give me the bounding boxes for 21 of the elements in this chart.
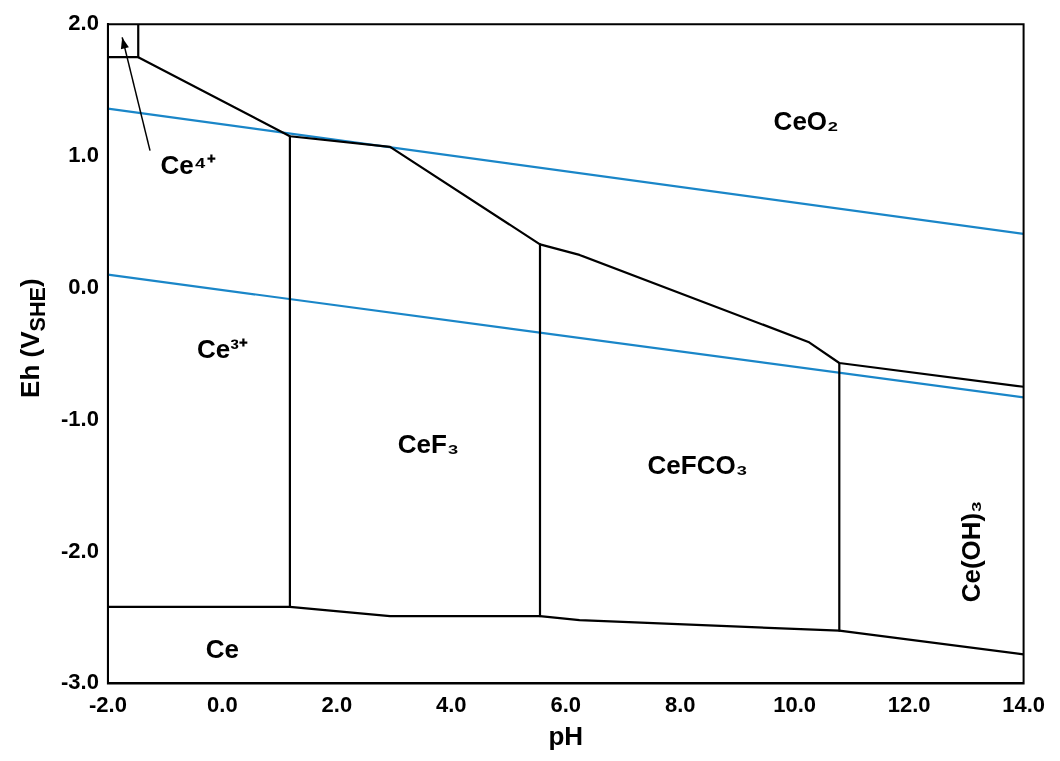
y-tick-label: -1.0 (60, 405, 99, 431)
y-tick-label: 2.0 (68, 10, 99, 36)
x-tick-label: 14.0 (1002, 691, 1045, 717)
annotation: Ce³⁺ (196, 334, 248, 365)
x-tick-label: 0.0 (207, 691, 238, 717)
annotation: CeF₃ (397, 429, 459, 460)
y-tick-label: -2.0 (60, 537, 99, 563)
y-tick-label: 1.0 (68, 142, 99, 168)
x-tick-label: 10.0 (773, 691, 817, 717)
y-tick-label: 0.0 (68, 273, 99, 299)
annotation: CeO₂ (773, 106, 839, 137)
x-tick-label: 4.0 (435, 691, 467, 717)
x-tick-label: 8.0 (664, 691, 696, 717)
x-tick-label: 6.0 (550, 691, 582, 717)
annotation: Ce(OH)₃ (956, 500, 987, 603)
annotation: CeFCO₃ (647, 450, 748, 481)
x-tick-label: 2.0 (321, 691, 353, 717)
x-tick-label: 12.0 (887, 691, 931, 717)
annotation: Ce⁴⁺ (160, 149, 216, 180)
annotation: Ce (205, 633, 239, 664)
x-axis-title: pH (548, 720, 584, 751)
